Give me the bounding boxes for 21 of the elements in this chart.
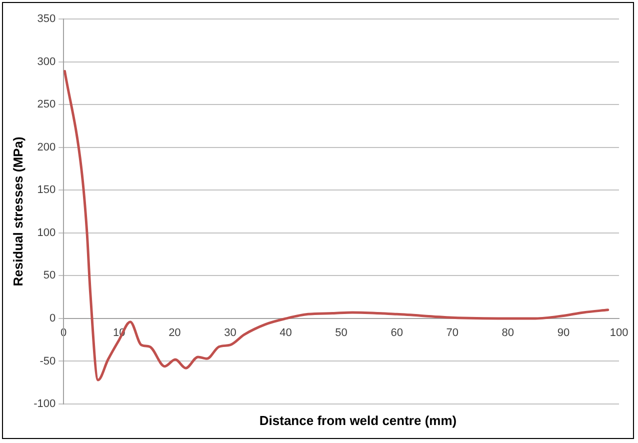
- y-tick-label: 150: [37, 184, 56, 196]
- y-tick-label: 250: [37, 98, 56, 111]
- y-tick-label: 0: [49, 312, 56, 324]
- y-tick-label: 350: [37, 13, 56, 26]
- y-tick-label: 300: [37, 56, 56, 68]
- y-tick-label: 50: [43, 270, 56, 282]
- x-tick-label: 90: [557, 327, 570, 340]
- x-tick-label: 80: [502, 327, 514, 340]
- x-tick-label: 40: [280, 327, 292, 340]
- x-tick-label: 30: [224, 327, 236, 340]
- x-tick-label: 100: [610, 327, 628, 340]
- y-tick-label: -50: [40, 355, 56, 368]
- x-axis-title: Distance from weld centre (mm): [258, 413, 458, 428]
- x-tick-label: 20: [168, 327, 181, 340]
- y-tick-label: 200: [37, 141, 56, 154]
- y-tick-label: -100: [34, 398, 56, 410]
- x-tick-label: 50: [335, 327, 348, 340]
- x-tick-label: 70: [446, 327, 459, 340]
- y-axis-title: Residual stresses (MPa): [10, 136, 26, 286]
- x-tick-label: 60: [390, 327, 403, 340]
- y-tick-label: 100: [37, 226, 56, 239]
